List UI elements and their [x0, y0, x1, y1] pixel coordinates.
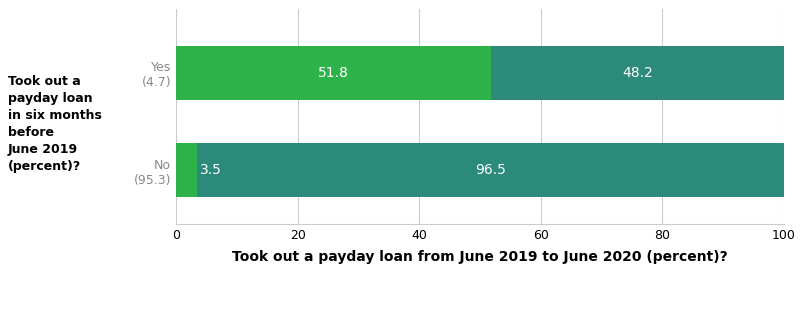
Text: 3.5: 3.5 [200, 163, 222, 177]
Text: 96.5: 96.5 [475, 163, 506, 177]
Text: 48.2: 48.2 [622, 66, 653, 80]
Bar [176, 46, 491, 100]
Bar [176, 143, 198, 197]
Text: 51.8: 51.8 [318, 66, 349, 80]
Bar [491, 46, 784, 100]
Text: Took out a
payday loan
in six months
before
June 2019
(percent)?: Took out a payday loan in six months bef… [8, 75, 102, 174]
Bar [198, 143, 784, 197]
X-axis label: Took out a payday loan from June 2019 to June 2020 (percent)?: Took out a payday loan from June 2019 to… [232, 250, 728, 264]
